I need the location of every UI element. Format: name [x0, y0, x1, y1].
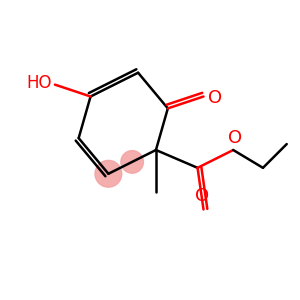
- Text: O: O: [195, 187, 209, 205]
- Text: O: O: [208, 89, 222, 107]
- Text: HO: HO: [26, 74, 52, 92]
- Circle shape: [95, 160, 122, 187]
- Circle shape: [121, 151, 143, 173]
- Text: O: O: [228, 129, 242, 147]
